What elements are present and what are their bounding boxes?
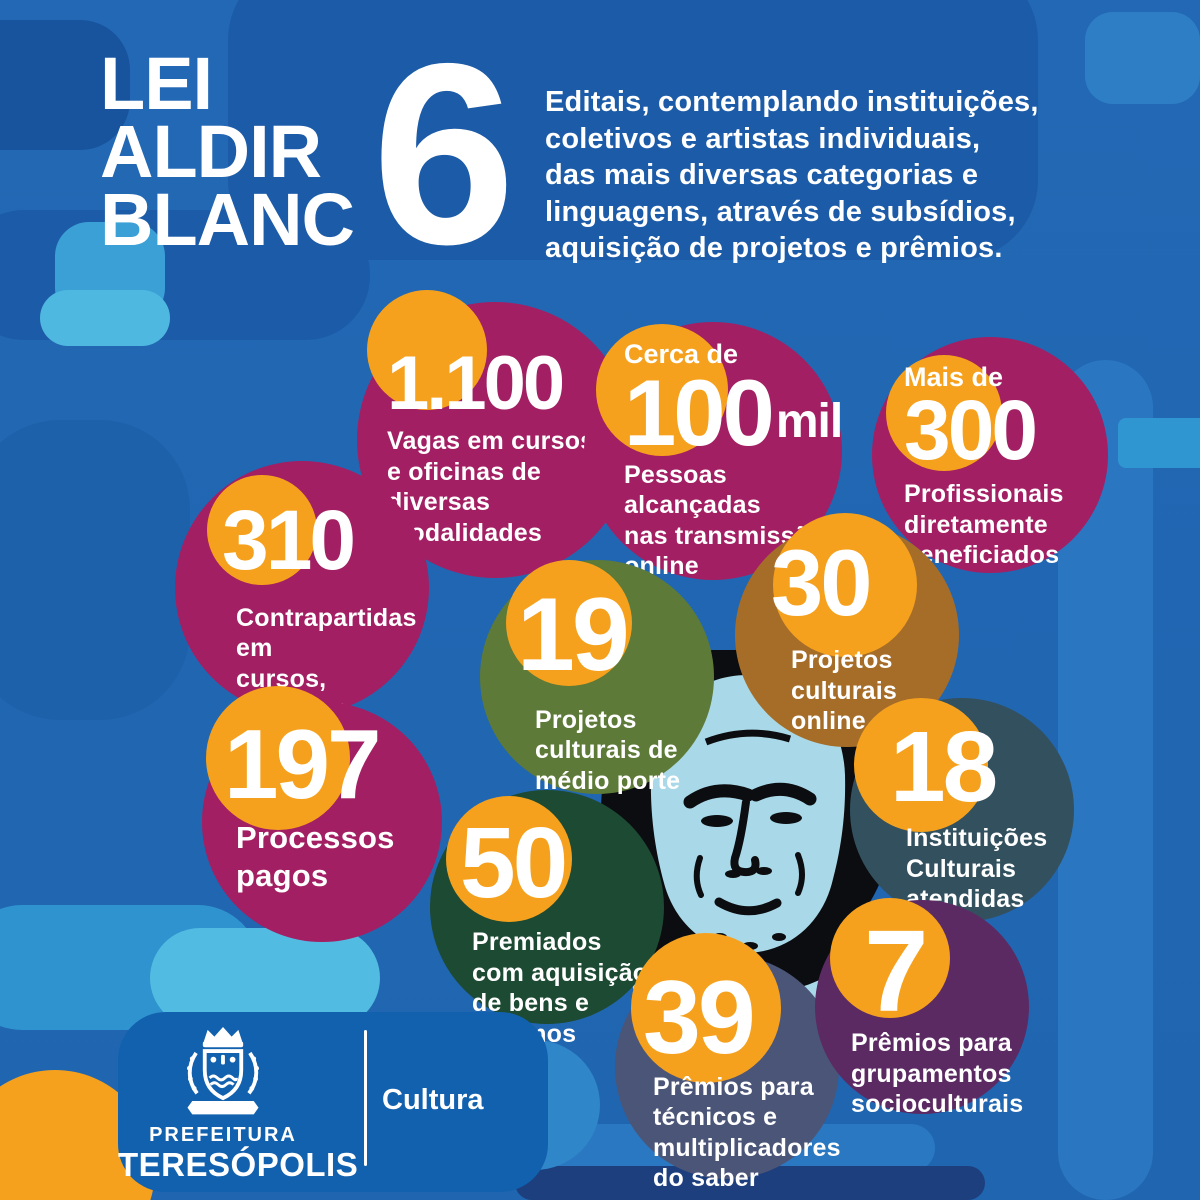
footer-logo-panel: PREFEITURA TERESÓPOLIS Cultura (118, 1012, 548, 1192)
footer-divider (364, 1030, 367, 1166)
stat-bubble-profissionais: Mais de 300 Profissionais diretamente be… (872, 337, 1108, 573)
department-label: Cultura (382, 1084, 484, 1116)
accent-circle (631, 933, 781, 1083)
accent-circle (830, 898, 950, 1018)
stat-bubble-pessoas-alcancadas: Cerca de 100 mil Pessoas alcançadas nas … (584, 322, 843, 580)
stat-bubble-instituicoes: 18 Instituições Culturais atendidas (850, 698, 1074, 922)
stat-prefix: Cerca de (624, 339, 739, 369)
bg-shape (1118, 418, 1200, 468)
stat-prefix: Mais de (904, 362, 1004, 392)
stat-value: 1.100 (387, 341, 565, 426)
stat-label: Prêmios para técnicos e multiplicadores … (653, 1072, 841, 1193)
stat-value: 50 (460, 807, 568, 919)
bg-shape (150, 928, 380, 1028)
stat-bubble-contrapartidas: 310 Contrapartidas em cursos, palestras,… (175, 461, 429, 815)
org-name-teresopolis: TERESÓPOLIS (118, 1146, 359, 1183)
accent-circle (367, 290, 487, 410)
title-line-1: LEI (100, 42, 213, 125)
stat-label: Instituições Culturais atendidas (906, 824, 1048, 913)
stat-label: Projetos culturais de médio porte (535, 705, 681, 795)
stat-bubble-premiados: 50 Premiados com aquisição de bens e ins… (430, 790, 664, 1048)
bg-shape (40, 290, 170, 346)
stat-value: 19 (517, 577, 630, 693)
stat-label: Profissionais diretamente beneficiados (904, 480, 1064, 570)
bg-shape (0, 420, 190, 720)
stat-bubble-projetos-online: 30 Projetos culturais online (735, 513, 959, 747)
stat-bubble-premios-grupamentos: 7 Prêmios para grupamentos socioculturai… (815, 898, 1029, 1118)
stat-label: Prêmios para grupamentos socioculturais (851, 1029, 1024, 1119)
stat-value: 18 (890, 711, 998, 823)
bg-shape (1085, 12, 1200, 104)
editais-description: Editais, contemplando instituições, cole… (545, 86, 1039, 265)
title-line-2: ALDIR (100, 110, 322, 194)
stat-value: 197 (224, 709, 382, 819)
stat-label: Projetos culturais online (791, 646, 897, 736)
accent-circle (207, 475, 317, 585)
accent-circle (773, 513, 917, 657)
title-line-3: BLANC (100, 178, 355, 262)
teresopolis-coat-of-arms-icon (187, 1027, 259, 1115)
org-name-prefeitura: PREFEITURA (149, 1124, 297, 1146)
stat-suffix: mil (775, 394, 843, 448)
stat-label: Premiados com aquisição de bens e insumo… (472, 928, 649, 1048)
page-title: LEI ALDIR BLANC (100, 42, 355, 262)
stat-value: 30 (771, 530, 873, 635)
stat-value: 300 (904, 383, 1038, 478)
stat-value: 39 (643, 960, 756, 1076)
editais-count: 6 (372, 9, 515, 298)
stat-bubble-premios-tecnicos: 39 Prêmios para técnicos e multiplicador… (615, 933, 841, 1192)
stat-label: Processos pagos (236, 820, 395, 893)
accent-circle (206, 686, 350, 830)
accent-circle (596, 324, 728, 456)
stat-bubble-projetos-medio-porte: 19 Projetos culturais de médio porte (480, 560, 714, 795)
stat-value: 100 (624, 360, 775, 466)
accent-circle (446, 796, 572, 922)
accent-circle (854, 698, 988, 832)
bg-shape (228, 0, 1038, 260)
stat-value: 7 (864, 906, 929, 1036)
bg-shape (0, 20, 130, 150)
accent-circle (506, 560, 632, 686)
stat-bubble-processos-pagos: 197 Processos pagos (202, 686, 442, 942)
stat-value: 310 (222, 493, 356, 587)
accent-circle (886, 355, 1002, 471)
